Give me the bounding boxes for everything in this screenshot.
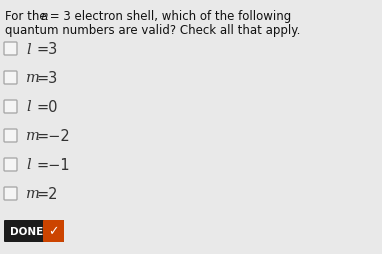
Text: =3: =3 (36, 71, 57, 86)
Text: m: m (26, 129, 40, 143)
Text: quantum numbers are valid? Check all that apply.: quantum numbers are valid? Check all tha… (5, 24, 300, 37)
Text: =0: =0 (36, 100, 58, 115)
FancyBboxPatch shape (4, 130, 17, 142)
Text: m: m (26, 187, 40, 201)
Text: =2: =2 (36, 186, 58, 201)
FancyBboxPatch shape (4, 187, 17, 200)
FancyBboxPatch shape (4, 101, 17, 114)
Text: = 3 electron shell, which of the following: = 3 electron shell, which of the followi… (46, 10, 291, 23)
Text: n: n (40, 10, 48, 23)
Text: =3: =3 (36, 42, 57, 57)
Text: ✓: ✓ (48, 225, 59, 237)
FancyBboxPatch shape (4, 158, 17, 171)
Text: =−1: =−1 (36, 157, 70, 172)
FancyBboxPatch shape (4, 220, 64, 242)
Text: l: l (26, 158, 31, 172)
Text: DONE: DONE (10, 226, 44, 236)
Text: l: l (26, 42, 31, 56)
Text: l: l (26, 100, 31, 114)
Text: m: m (26, 71, 40, 85)
Text: For the: For the (5, 10, 50, 23)
Text: =−2: =−2 (36, 129, 70, 144)
FancyBboxPatch shape (4, 43, 17, 56)
FancyBboxPatch shape (43, 220, 64, 242)
FancyBboxPatch shape (4, 72, 17, 85)
